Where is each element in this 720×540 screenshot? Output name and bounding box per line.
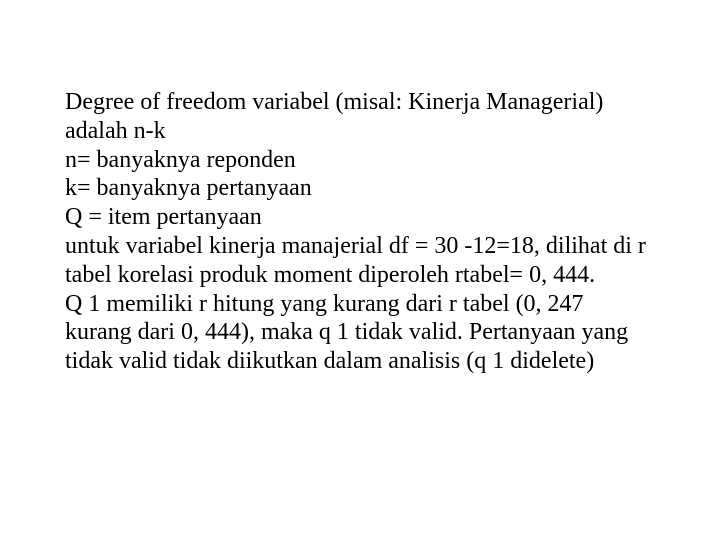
text-line: k= banyaknya pertanyaan xyxy=(65,174,655,203)
body-text: Degree of freedom variabel (misal: Kiner… xyxy=(65,88,655,376)
text-line: untuk variabel kinerja manajerial df = 3… xyxy=(65,232,655,290)
text-line: Degree of freedom variabel (misal: Kiner… xyxy=(65,88,655,146)
text-line: n= banyaknya reponden xyxy=(65,146,655,175)
text-line: Q = item pertanyaan xyxy=(65,203,655,232)
slide: Degree of freedom variabel (misal: Kiner… xyxy=(0,0,720,540)
text-line: Q 1 memiliki r hitung yang kurang dari r… xyxy=(65,290,655,376)
